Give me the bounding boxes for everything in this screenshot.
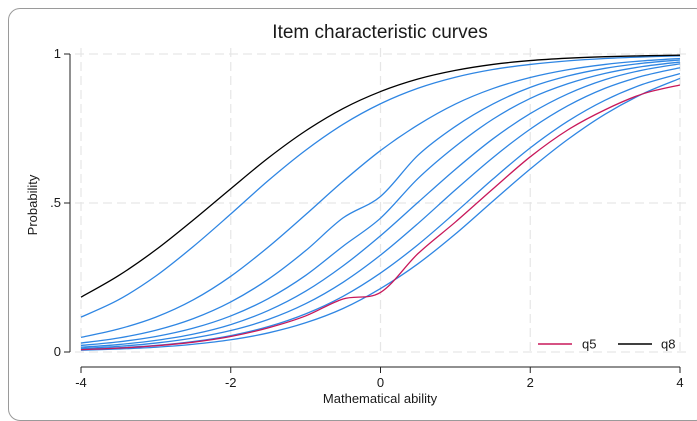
curve-item-5 [80,61,681,347]
legend: q5 q8 [538,337,675,352]
x-axis-label: Mathematical ability [323,391,438,406]
x-tick-label-1: -2 [225,375,237,390]
curves [80,54,681,351]
legend-label-q5: q5 [582,337,596,352]
legend-label-q8: q8 [661,337,675,352]
x-tick-label-2: 0 [377,375,384,390]
curve-q5 [80,84,681,351]
x-tick-label-0: -4 [75,375,87,390]
curve-item-7 [80,67,681,350]
y-tick-label-0: 0 [54,344,61,359]
tick-labels: 0 .5 1 -4 -2 0 2 4 [50,46,683,390]
x-tick-label-4: 4 [676,375,683,390]
grid-lines [75,48,686,354]
y-tick-label-1: .5 [50,195,61,210]
curve-item-4 [80,59,681,344]
curve-q8 [80,54,681,298]
x-tick-label-3: 2 [527,375,534,390]
y-tick-label-2: 1 [54,46,61,61]
y-axis-label: Probability [25,174,40,235]
curve-item-6 [80,63,681,348]
curve-item-3 [80,57,681,339]
curve-item-2 [80,55,681,318]
axes [64,53,681,373]
chart-title: Item characteristic curves [272,22,487,43]
curve-item-9 [80,77,681,351]
